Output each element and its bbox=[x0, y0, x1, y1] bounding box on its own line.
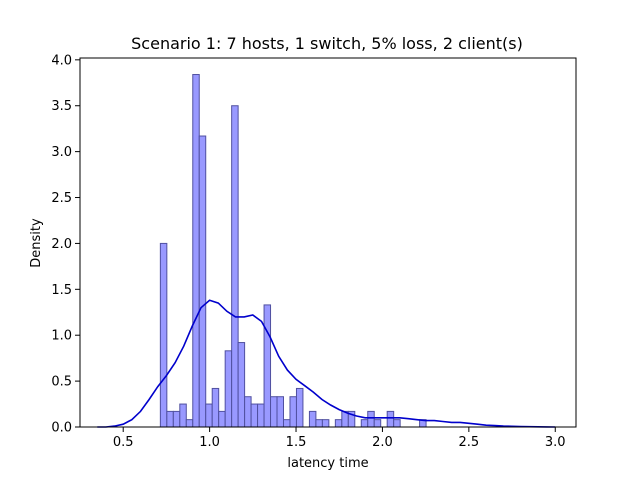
x-axis-label: latency time bbox=[287, 456, 368, 471]
histogram-bars bbox=[159, 74, 427, 428]
histogram-bar bbox=[321, 419, 330, 428]
histogram-bar bbox=[257, 403, 265, 428]
y-tick-label: 0.5 bbox=[51, 375, 72, 390]
y-tick-label: 2.0 bbox=[51, 237, 72, 252]
histogram-bar bbox=[192, 74, 200, 428]
kde-curve bbox=[97, 299, 556, 428]
histogram-bar bbox=[231, 105, 239, 428]
histogram-bar bbox=[263, 304, 272, 428]
histogram-bar bbox=[205, 403, 213, 428]
y-tick-label: 2.5 bbox=[51, 191, 72, 206]
histogram-bar bbox=[166, 410, 174, 428]
histogram-bar bbox=[270, 396, 278, 428]
histogram-bar bbox=[308, 410, 317, 428]
histogram-bar bbox=[244, 396, 252, 428]
histogram-bar bbox=[360, 419, 369, 428]
y-tick-label: 4.0 bbox=[51, 53, 72, 68]
x-tick-label: 1.0 bbox=[199, 435, 220, 450]
histogram-bar bbox=[198, 135, 207, 428]
histogram-bar bbox=[334, 419, 343, 428]
y-tick-label: 0.0 bbox=[51, 421, 72, 436]
histogram-bar bbox=[367, 410, 375, 428]
histogram-bar bbox=[159, 242, 168, 428]
histogram-bar bbox=[315, 419, 323, 428]
histogram-bar bbox=[185, 419, 194, 428]
y-tick-label: 1.0 bbox=[51, 329, 72, 344]
histogram-bar bbox=[172, 410, 181, 428]
histogram-bar bbox=[224, 350, 233, 428]
x-tick-label: 0.5 bbox=[113, 435, 134, 450]
y-axis-ticks: 0.0 0.5 1.0 1.5 2.0 2.5 3.0 3.5 4.0 bbox=[51, 53, 80, 436]
x-axis-ticks: 0.5 1.0 1.5 2.0 2.5 3.0 bbox=[113, 427, 566, 450]
histogram-bar bbox=[218, 410, 226, 428]
kde-curve-group bbox=[97, 299, 556, 428]
histogram-bar bbox=[250, 403, 259, 428]
plot-frame bbox=[79, 57, 577, 428]
y-axis-label: Density bbox=[29, 218, 44, 268]
x-tick-label: 2.0 bbox=[372, 435, 393, 450]
histogram-bar bbox=[282, 419, 291, 428]
histogram-bar bbox=[393, 419, 401, 428]
chart-title: Scenario 1: 7 hosts, 1 switch, 5% loss, … bbox=[131, 34, 523, 53]
histogram-bar bbox=[237, 342, 246, 428]
x-tick-label: 3.0 bbox=[545, 435, 566, 450]
histogram-bar bbox=[276, 396, 284, 428]
histogram-bar bbox=[386, 410, 395, 428]
x-tick-label: 2.5 bbox=[459, 435, 480, 450]
x-tick-label: 1.5 bbox=[286, 435, 307, 450]
y-tick-label: 3.5 bbox=[51, 99, 72, 114]
histogram-bar bbox=[373, 419, 382, 428]
y-tick-label: 3.0 bbox=[51, 145, 72, 160]
histogram-bar bbox=[289, 396, 297, 428]
y-tick-label: 1.5 bbox=[51, 283, 72, 298]
histogram-bar bbox=[295, 387, 304, 428]
histogram-bar bbox=[211, 387, 220, 428]
histogram-bar bbox=[179, 403, 187, 428]
